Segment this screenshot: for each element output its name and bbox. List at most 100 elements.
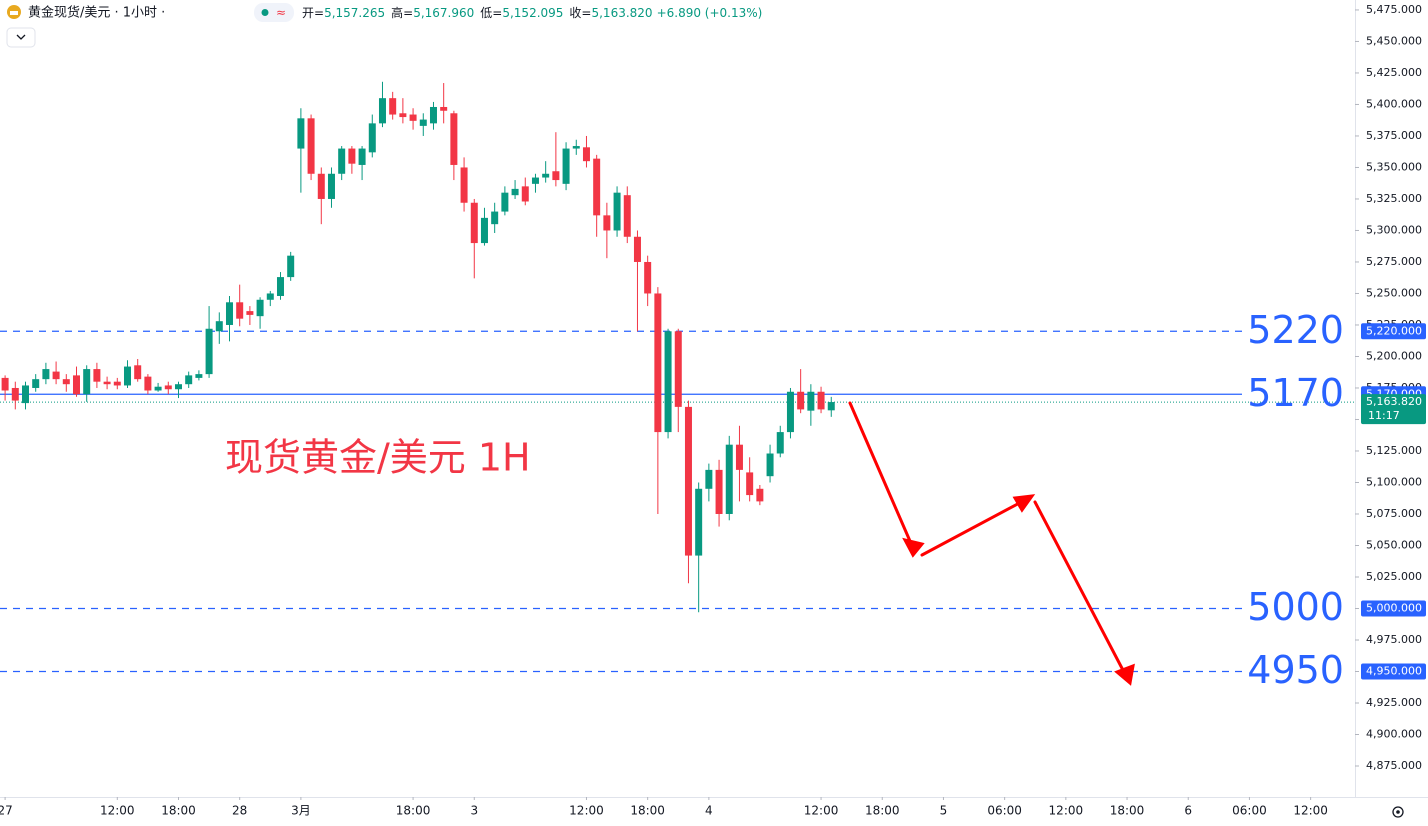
x-tick-label: 3月: [291, 804, 311, 818]
candle-body: [246, 311, 254, 315]
candle-body: [164, 385, 172, 390]
x-tick-label: 18:00: [1110, 804, 1145, 818]
status-pill[interactable]: [254, 3, 294, 22]
y-tick-label: 4,900.000: [1366, 728, 1422, 741]
candle-body: [705, 469, 713, 489]
candle-body: [756, 488, 764, 502]
arrowhead: [1012, 494, 1036, 513]
level-badge: [1361, 600, 1426, 617]
x-tick-label: 3: [470, 804, 478, 818]
candle-body: [225, 302, 233, 325]
candle-body: [746, 472, 754, 496]
candle-body: [521, 186, 529, 202]
x-tick-label: 18:00: [865, 804, 900, 818]
level-badge: [1361, 663, 1426, 680]
collapse-button[interactable]: [6, 27, 36, 48]
level-label: 4950: [1247, 648, 1344, 692]
candle-body: [297, 118, 305, 149]
candle-body: [542, 173, 550, 178]
level-label: 5000: [1247, 585, 1344, 629]
symbol-title: 黄金现货/美元 · 1小时 ·: [28, 5, 165, 21]
level-badge: [1361, 323, 1426, 340]
last-price-label: 5,163.820: [1366, 395, 1422, 408]
candle-body: [491, 211, 499, 225]
x-tick-label: 18:00: [161, 804, 196, 818]
candle-body: [62, 379, 70, 385]
annotation: 现货黄金/美元 1H: [225, 436, 531, 480]
candle-body: [582, 147, 590, 162]
candle-body: [174, 384, 182, 390]
header: 黄金现货/美元 · 1小时 · ≈ 开=5,157.265 高=5,167.960…: [6, 3, 762, 48]
arrowhead: [1114, 663, 1135, 686]
candle-body: [358, 148, 366, 165]
candle-body: [103, 381, 111, 385]
x-tick-label: 12:00: [1049, 804, 1084, 818]
y-tick-label: 5,050.000: [1366, 538, 1422, 551]
candle-body: [725, 444, 733, 514]
candle-body: [348, 148, 356, 164]
candle-body: [562, 148, 570, 184]
candle-body: [654, 293, 662, 433]
candle-body: [684, 406, 692, 556]
plot-area: [0, 81, 1355, 673]
candle-body: [797, 391, 805, 410]
overlay: 5220 5170 5000 4950 现货黄金/美元 1H: [225, 308, 1344, 692]
candle-body: [735, 444, 743, 470]
candle-body: [276, 277, 284, 296]
candle-body: [113, 381, 121, 386]
candle-body: [572, 146, 580, 149]
y-tick-label: 5,325.000: [1366, 192, 1422, 205]
candle-body: [450, 113, 458, 165]
level-label: 5220: [1247, 308, 1344, 352]
gear: [1392, 806, 1404, 818]
candle-body: [42, 369, 50, 380]
x-tick-label: 5: [940, 804, 948, 818]
y-tick-label: 5,400.000: [1366, 97, 1422, 110]
x-tick-label: 6: [1184, 804, 1192, 818]
ohlc-label: 低=: [480, 6, 502, 20]
market-open-dot: [261, 9, 269, 16]
candle-body: [827, 402, 835, 411]
x-tick-label: 28: [232, 804, 247, 818]
candle-body: [154, 386, 162, 391]
candle-body: [11, 387, 19, 401]
arrow-up: [920, 498, 1027, 557]
y-tick-label: 5,100.000: [1366, 475, 1422, 488]
level-badge-label: 5,220.000: [1366, 324, 1422, 337]
candle-body: [72, 375, 80, 395]
x-tick-label: 12:00: [100, 804, 135, 818]
candle-body: [419, 119, 427, 126]
candle-body: [368, 123, 376, 153]
x-tick-label: 12:00: [804, 804, 839, 818]
candle-body: [123, 366, 131, 386]
x-tick-label: 27: [0, 804, 13, 818]
status-icon: ≈: [276, 6, 286, 20]
candle-body: [531, 177, 539, 184]
ohlc-label: 高=: [391, 5, 413, 20]
candle-body: [338, 148, 346, 174]
candle-body: [327, 173, 335, 199]
level-label: 5170: [1247, 371, 1344, 415]
x-tick-label: 12:00: [1293, 804, 1328, 818]
candle-body: [266, 293, 274, 300]
y-tick-label: 5,375.000: [1366, 129, 1422, 142]
candle-body: [195, 374, 203, 378]
y-tick-label: 5,075.000: [1366, 507, 1422, 520]
candle-body: [674, 331, 682, 407]
settings-icon[interactable]: [1392, 806, 1404, 818]
y-tick-label: 5,300.000: [1366, 223, 1422, 236]
candle-body: [215, 321, 223, 332]
candle-body: [83, 369, 91, 395]
candle-body: [399, 113, 407, 118]
candle-body: [409, 114, 417, 121]
x-tick-label: 18:00: [396, 804, 431, 818]
y-tick-label: 5,275.000: [1366, 255, 1422, 268]
candle-body: [633, 236, 641, 262]
forecast-arrows: [848, 401, 1135, 686]
y-tick-label: 5,025.000: [1366, 570, 1422, 583]
x-tick-label: 12:00: [569, 804, 604, 818]
level-badge-label: 5,000.000: [1366, 601, 1422, 614]
y-tick-label: 5,125.000: [1366, 444, 1422, 457]
y-tick-label: 4,925.000: [1366, 696, 1422, 709]
